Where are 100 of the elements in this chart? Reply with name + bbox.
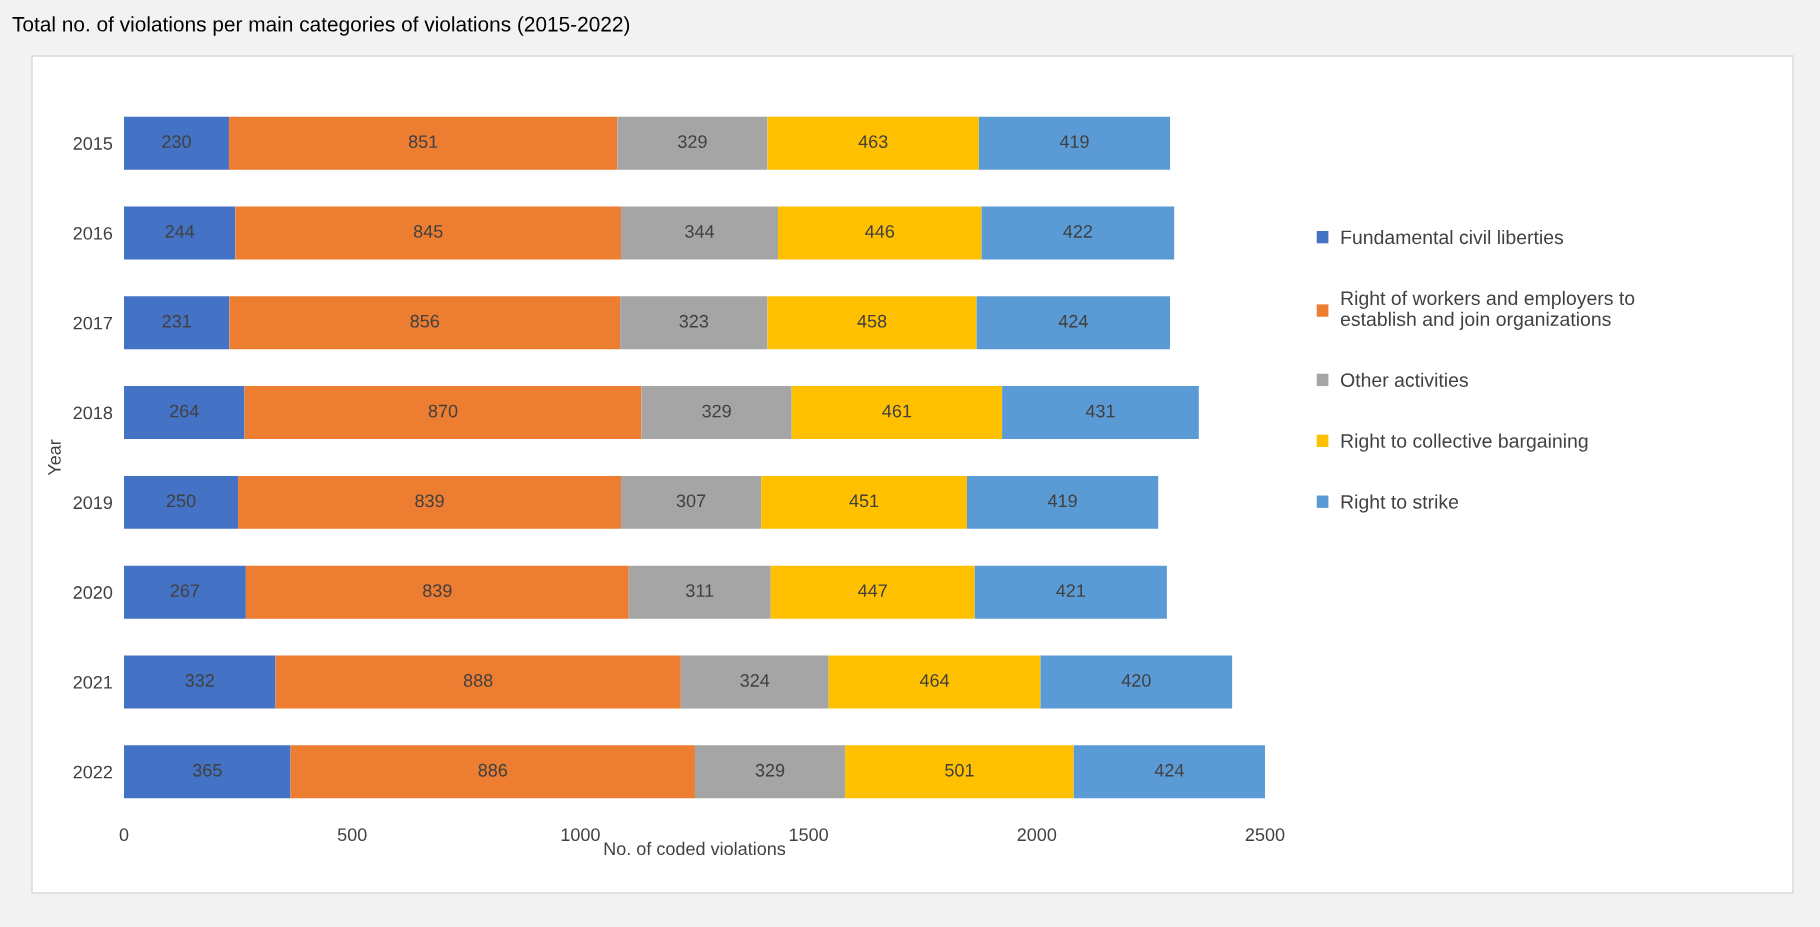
data-label: 365 bbox=[192, 763, 222, 777]
bar bbox=[770, 565, 975, 619]
bar bbox=[617, 116, 768, 170]
bar bbox=[275, 655, 681, 709]
chart-title: Total no. of violations per main categories of violations (2015-2022) bbox=[12, 16, 630, 36]
data-label: 329 bbox=[755, 763, 785, 777]
data-label: 447 bbox=[858, 584, 887, 597]
bar bbox=[124, 655, 276, 709]
data-label: 839 bbox=[415, 494, 444, 508]
data-label: 230 bbox=[162, 135, 191, 149]
bar bbox=[620, 296, 768, 350]
bar bbox=[124, 116, 229, 170]
x-tick-label: 2500 bbox=[1245, 828, 1285, 842]
bar bbox=[791, 386, 1003, 440]
data-label: 451 bbox=[849, 494, 879, 508]
bar bbox=[767, 296, 977, 350]
y-tick-label: 2020 bbox=[73, 586, 113, 599]
bar bbox=[124, 296, 230, 350]
x-tick-label: 1000 bbox=[561, 828, 600, 842]
x-tick-label: 1500 bbox=[789, 828, 828, 842]
bar bbox=[124, 565, 246, 619]
bar bbox=[966, 475, 1159, 529]
y-axis-title: Year bbox=[48, 439, 61, 476]
data-label: 419 bbox=[1047, 494, 1077, 508]
data-label: 464 bbox=[919, 674, 950, 687]
data-label: 231 bbox=[162, 314, 191, 328]
data-label: 422 bbox=[1063, 225, 1093, 238]
data-label: 851 bbox=[408, 135, 438, 149]
bar bbox=[124, 745, 291, 799]
data-label: 324 bbox=[740, 674, 770, 687]
data-label: 311 bbox=[686, 584, 714, 598]
x-tick-label: 0 bbox=[119, 828, 129, 842]
bar bbox=[621, 475, 762, 529]
y-tick-label: 2017 bbox=[73, 316, 112, 330]
data-label: 267 bbox=[170, 584, 200, 598]
legend-label: Right to strike bbox=[1341, 494, 1459, 513]
bar bbox=[1040, 655, 1233, 709]
data-label: 839 bbox=[423, 584, 452, 598]
data-label: 420 bbox=[1121, 674, 1151, 687]
data-label: 264 bbox=[170, 404, 199, 418]
data-label: 458 bbox=[857, 314, 887, 328]
x-tick-label: 2000 bbox=[1017, 828, 1057, 842]
data-label: 461 bbox=[882, 404, 912, 418]
bar bbox=[778, 206, 982, 260]
bar bbox=[628, 565, 771, 619]
bar bbox=[694, 745, 846, 799]
bar bbox=[767, 116, 979, 170]
data-label: 419 bbox=[1059, 135, 1089, 149]
bar bbox=[124, 206, 236, 260]
legend-label: Fundamental civil liberties bbox=[1341, 229, 1564, 245]
legend-label: Right to collective bargaining bbox=[1341, 433, 1588, 452]
bar bbox=[680, 655, 829, 709]
data-label: 463 bbox=[858, 135, 888, 149]
data-label: 870 bbox=[428, 404, 458, 418]
y-tick-label: 2016 bbox=[73, 226, 113, 240]
data-label: 886 bbox=[478, 763, 508, 777]
data-label: 446 bbox=[865, 225, 895, 238]
data-label: 307 bbox=[676, 494, 706, 508]
legend-label: Other activities bbox=[1340, 372, 1468, 387]
bar bbox=[981, 206, 1175, 260]
bar bbox=[621, 206, 779, 260]
y-tick-label: 2021 bbox=[73, 675, 113, 689]
bar bbox=[235, 206, 622, 260]
bar bbox=[845, 745, 1074, 799]
y-tick-label: 2018 bbox=[73, 406, 113, 420]
bar bbox=[238, 475, 622, 529]
data-label: 424 bbox=[1154, 763, 1184, 777]
bar bbox=[976, 296, 1171, 350]
legend-label: Right of workers and employers to establish and join organizations bbox=[1340, 290, 1635, 330]
bar bbox=[290, 745, 695, 799]
data-label: 323 bbox=[679, 314, 709, 328]
y-tick-label: 2019 bbox=[73, 496, 113, 510]
bar bbox=[641, 386, 792, 440]
bar bbox=[124, 386, 245, 440]
y-tick-label: 2015 bbox=[73, 137, 113, 150]
data-label: 888 bbox=[463, 674, 493, 687]
data-label: 344 bbox=[685, 225, 715, 238]
data-label: 424 bbox=[1058, 314, 1088, 328]
data-label: 845 bbox=[413, 225, 443, 238]
data-label: 244 bbox=[165, 225, 195, 238]
bar bbox=[828, 655, 1041, 709]
bar bbox=[244, 386, 642, 440]
data-label: 329 bbox=[702, 404, 731, 418]
data-label: 250 bbox=[166, 494, 196, 508]
bar bbox=[124, 475, 239, 529]
data-label: 856 bbox=[410, 314, 440, 328]
bar bbox=[974, 565, 1167, 619]
bar bbox=[228, 116, 618, 170]
data-label: 501 bbox=[945, 763, 974, 777]
bar bbox=[978, 116, 1171, 170]
x-tick-label: 500 bbox=[337, 828, 367, 842]
data-label: 332 bbox=[185, 674, 214, 687]
bar bbox=[761, 475, 967, 529]
data-label: 421 bbox=[1056, 584, 1085, 597]
data-label: 431 bbox=[1085, 404, 1115, 418]
bar bbox=[1002, 386, 1199, 440]
y-tick-label: 2022 bbox=[73, 765, 112, 779]
data-label: 329 bbox=[678, 135, 707, 149]
bar bbox=[229, 296, 621, 350]
x-axis-title: No. of coded violations bbox=[604, 841, 786, 856]
